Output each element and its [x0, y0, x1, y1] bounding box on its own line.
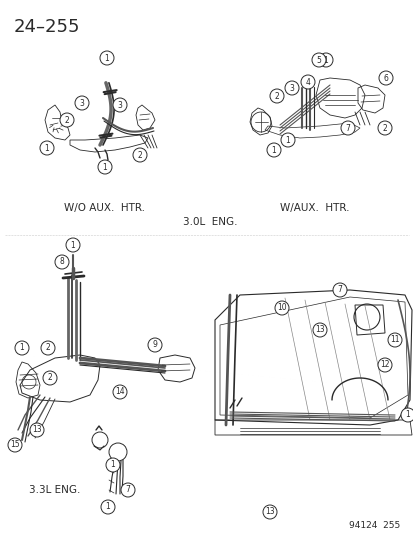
Text: 3: 3 [289, 84, 294, 93]
Text: 7: 7 [337, 286, 342, 295]
Text: 3: 3 [79, 99, 84, 108]
Text: 2: 2 [47, 374, 52, 383]
Circle shape [400, 408, 413, 422]
Circle shape [43, 371, 57, 385]
Text: 1: 1 [110, 461, 115, 470]
Text: 2: 2 [382, 124, 387, 133]
Circle shape [100, 51, 114, 65]
Text: 1: 1 [323, 55, 328, 64]
Circle shape [266, 143, 280, 157]
Text: 1: 1 [104, 53, 109, 62]
Text: 6: 6 [382, 74, 387, 83]
Circle shape [41, 341, 55, 355]
Circle shape [133, 148, 147, 162]
Circle shape [106, 458, 120, 472]
Circle shape [340, 121, 354, 135]
Text: 1: 1 [285, 135, 290, 144]
Circle shape [318, 53, 332, 67]
Circle shape [8, 438, 22, 452]
Text: 7: 7 [125, 486, 130, 495]
Circle shape [332, 283, 346, 297]
Circle shape [101, 500, 115, 514]
Circle shape [113, 98, 127, 112]
Text: 8: 8 [59, 257, 64, 266]
Text: 7: 7 [345, 124, 349, 133]
Text: 2: 2 [64, 116, 69, 125]
Text: 1: 1 [405, 410, 409, 419]
Text: 1: 1 [45, 143, 49, 152]
Text: 1: 1 [105, 503, 110, 512]
Circle shape [66, 238, 80, 252]
Text: 12: 12 [379, 360, 389, 369]
Circle shape [15, 341, 29, 355]
Circle shape [280, 133, 294, 147]
Circle shape [311, 53, 325, 67]
Text: 2: 2 [137, 150, 142, 159]
Text: 15: 15 [10, 440, 20, 449]
Circle shape [377, 358, 391, 372]
Text: 3.3L ENG.: 3.3L ENG. [29, 485, 81, 495]
Circle shape [30, 423, 44, 437]
Circle shape [274, 301, 288, 315]
Circle shape [300, 75, 314, 89]
Text: 10: 10 [277, 303, 286, 312]
Text: 94124  255: 94124 255 [349, 521, 400, 530]
Text: W/O AUX.  HTR.: W/O AUX. HTR. [64, 203, 145, 213]
Circle shape [55, 255, 69, 269]
Text: 4: 4 [305, 77, 310, 86]
Circle shape [378, 71, 392, 85]
Text: 2: 2 [274, 92, 279, 101]
Circle shape [262, 505, 276, 519]
Text: 3: 3 [117, 101, 122, 109]
Circle shape [377, 121, 391, 135]
Text: 9: 9 [152, 341, 157, 350]
Circle shape [121, 483, 135, 497]
Text: 13: 13 [265, 507, 274, 516]
Text: 14: 14 [115, 387, 124, 397]
Text: 13: 13 [314, 326, 324, 335]
Circle shape [147, 338, 161, 352]
Text: 13: 13 [32, 425, 42, 434]
Text: 5: 5 [316, 55, 320, 64]
Text: 1: 1 [102, 163, 107, 172]
Circle shape [40, 141, 54, 155]
Text: 1: 1 [271, 146, 276, 155]
Circle shape [387, 333, 401, 347]
Circle shape [284, 81, 298, 95]
Circle shape [98, 160, 112, 174]
Text: 2: 2 [45, 343, 50, 352]
Text: 1: 1 [19, 343, 24, 352]
Circle shape [75, 96, 89, 110]
Text: 24–255: 24–255 [14, 18, 80, 36]
Text: 3.0L  ENG.: 3.0L ENG. [182, 217, 237, 227]
Circle shape [312, 323, 326, 337]
Text: 11: 11 [389, 335, 399, 344]
Text: 1: 1 [71, 240, 75, 249]
Text: W/AUX.  HTR.: W/AUX. HTR. [280, 203, 349, 213]
Circle shape [60, 113, 74, 127]
Circle shape [269, 89, 283, 103]
Circle shape [113, 385, 127, 399]
